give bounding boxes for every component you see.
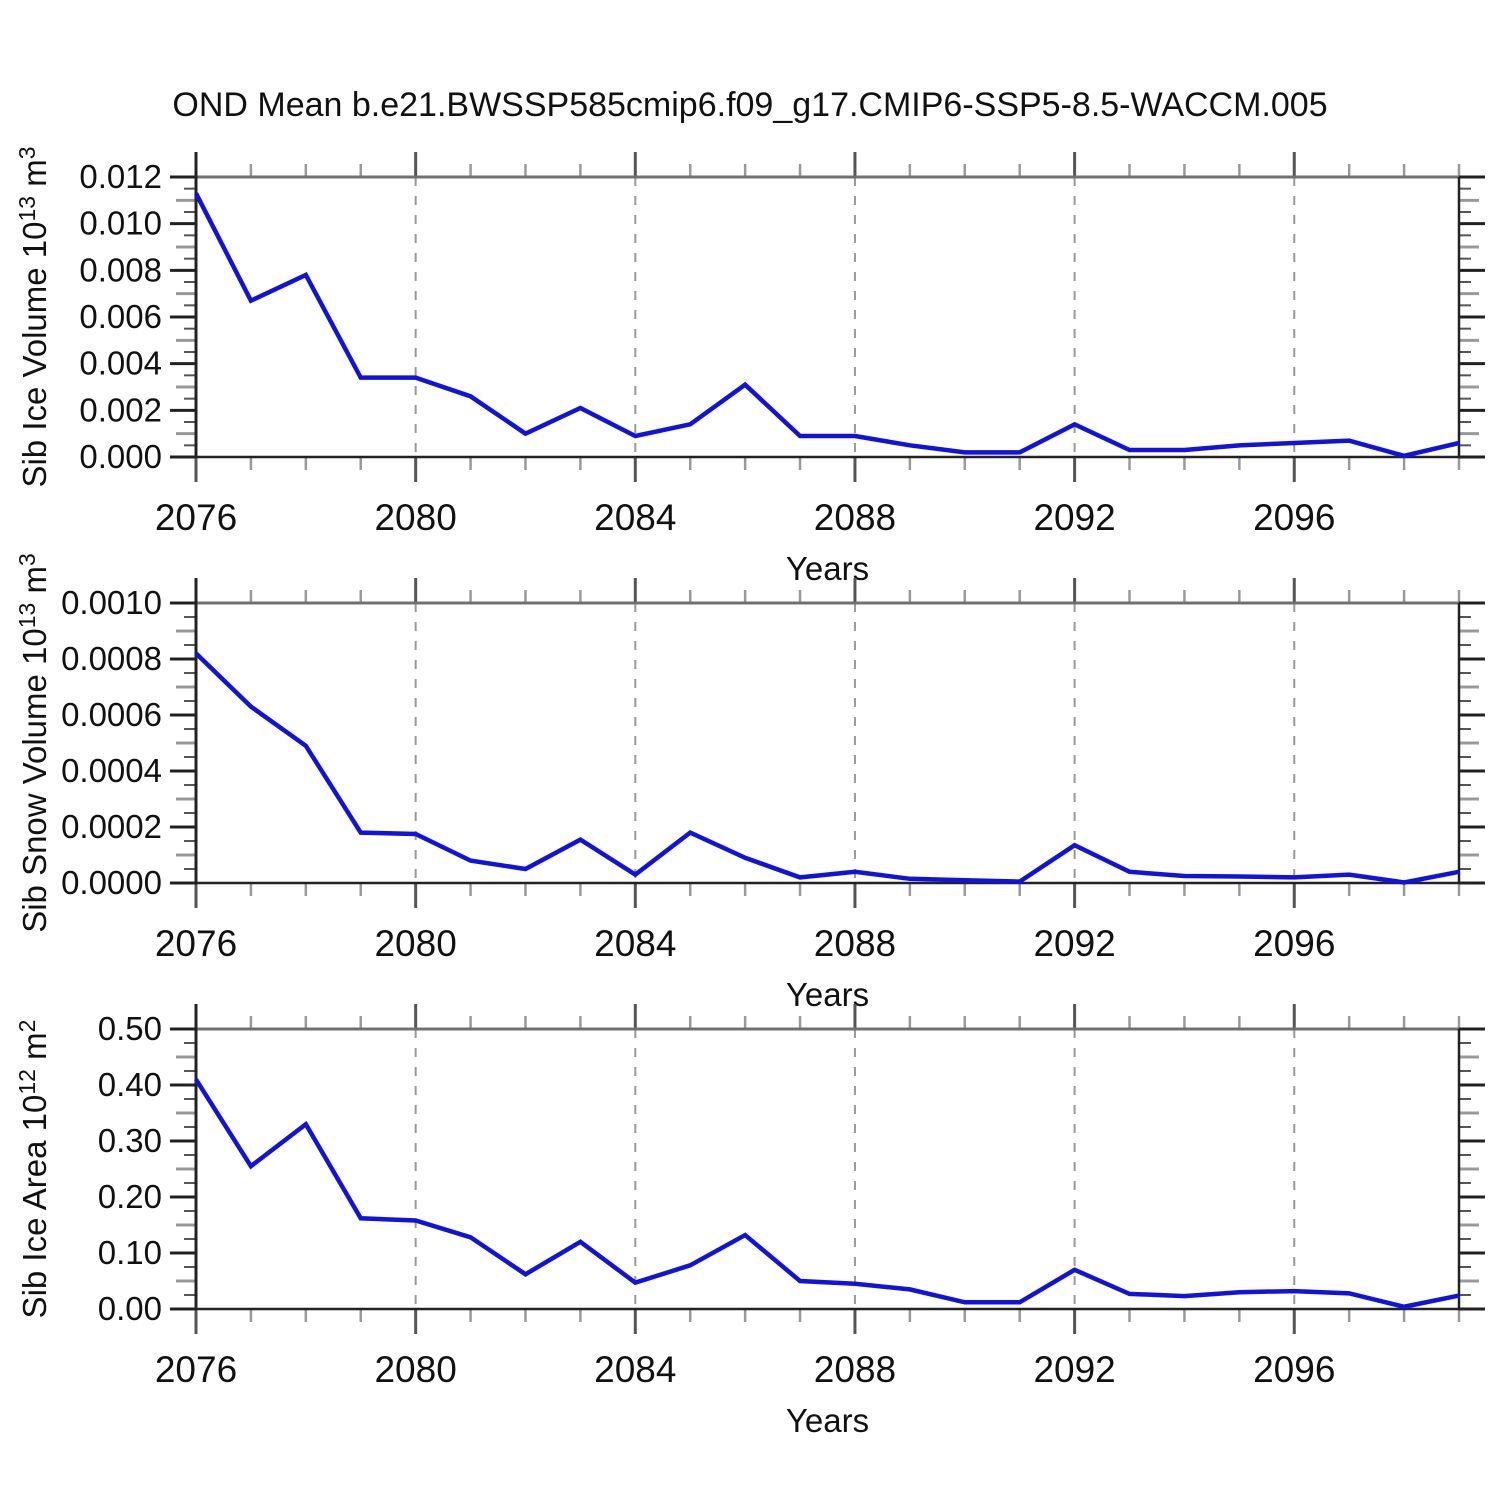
panel-sib-ice-area: 0.00 0.10 0.20 0.30 0.40 0.50 2076 2080 2084 2088… xyxy=(14,1004,1485,1439)
panel-sib-snow-volume: 0.0000 0.0002 0.0004 0.0006 0.0008 0.0010 2076… xyxy=(14,553,1485,1013)
y-tick-label: 0.010 xyxy=(79,205,162,242)
x-axis-labels: 2076 2080 2084 2088 2092 2096 Years xyxy=(155,497,1336,587)
y-tick-label: 0.000 xyxy=(79,438,162,475)
x-tick-label: 2088 xyxy=(814,923,896,964)
gridlines xyxy=(414,177,1296,457)
x-tick-label: 2088 xyxy=(814,1349,896,1390)
plot-box xyxy=(194,152,1461,459)
x-axis-title: Years xyxy=(786,550,869,587)
y-tick-label: 0.012 xyxy=(79,158,162,195)
x-tick-label: 2088 xyxy=(814,497,896,538)
x-axis-title: Years xyxy=(786,976,869,1013)
y-axis-ticks: 0.000 0.002 0.004 0.006 0.008 0.010 0.012 xyxy=(79,158,1485,475)
x-tick-label: 2076 xyxy=(155,497,237,538)
x-tick-label: 2080 xyxy=(374,497,456,538)
plot-box xyxy=(194,578,1461,885)
y-tick-label: 0.004 xyxy=(79,345,162,382)
y-tick-label: 0.10 xyxy=(98,1234,162,1271)
x-tick-label: 2084 xyxy=(594,1349,676,1390)
y-tick-label: 0.0008 xyxy=(61,640,162,677)
y-axis-title: Sib Ice Volume 1013 m3 xyxy=(14,146,53,487)
y-tick-label: 0.40 xyxy=(98,1066,162,1103)
y-tick-label: 0.002 xyxy=(79,391,162,428)
x-tick-label: 2080 xyxy=(374,923,456,964)
x-tick-label: 2096 xyxy=(1253,1349,1335,1390)
x-tick-label: 2096 xyxy=(1253,497,1335,538)
x-axis-labels: 2076 2080 2084 2088 2092 2096 Years xyxy=(155,1349,1336,1439)
gridlines xyxy=(414,1029,1296,1309)
y-tick-label: 0.008 xyxy=(79,251,162,288)
y-axis-title: Sib Ice Area 1012 m2 xyxy=(14,1020,53,1319)
data-line xyxy=(193,192,1460,459)
figure-title: OND Mean b.e21.BWSSP585cmip6.f09_g17.CMI… xyxy=(172,86,1328,124)
y-tick-label: 0.0010 xyxy=(61,584,162,621)
y-axis-ticks: 0.0000 0.0002 0.0004 0.0006 0.0008 0.0010 xyxy=(61,584,1485,901)
y-tick-label: 0.006 xyxy=(79,298,162,335)
x-tick-label: 2092 xyxy=(1033,497,1115,538)
x-tick-label: 2084 xyxy=(594,497,676,538)
plot-box xyxy=(194,1004,1461,1311)
y-tick-label: 0.0002 xyxy=(61,808,162,845)
y-tick-label: 0.20 xyxy=(98,1178,162,1215)
gridlines xyxy=(414,603,1296,883)
x-axis-title: Years xyxy=(786,1402,869,1439)
x-axis-ticks xyxy=(194,578,1461,908)
x-axis-ticks xyxy=(194,152,1461,482)
y-tick-label: 0.0006 xyxy=(61,696,162,733)
x-tick-label: 2092 xyxy=(1033,1349,1115,1390)
y-tick-label: 0.50 xyxy=(98,1010,162,1047)
y-tick-label: 0.30 xyxy=(98,1122,162,1159)
x-tick-label: 2080 xyxy=(374,1349,456,1390)
x-axis-labels: 2076 2080 2084 2088 2092 2096 Years xyxy=(155,923,1336,1013)
x-tick-label: 2076 xyxy=(155,923,237,964)
y-axis-ticks: 0.00 0.10 0.20 0.30 0.40 0.50 xyxy=(98,1010,1485,1327)
x-tick-label: 2096 xyxy=(1253,923,1335,964)
x-tick-label: 2076 xyxy=(155,1349,237,1390)
y-tick-label: 0.0004 xyxy=(61,752,162,789)
data-line xyxy=(194,1078,1460,1310)
data-line xyxy=(194,651,1460,885)
y-tick-label: 0.00 xyxy=(98,1290,162,1327)
y-tick-label: 0.0000 xyxy=(61,864,162,901)
y-axis-title: Sib Snow Volume 1013 m3 xyxy=(14,553,53,933)
x-tick-label: 2084 xyxy=(594,923,676,964)
x-tick-label: 2092 xyxy=(1033,923,1115,964)
